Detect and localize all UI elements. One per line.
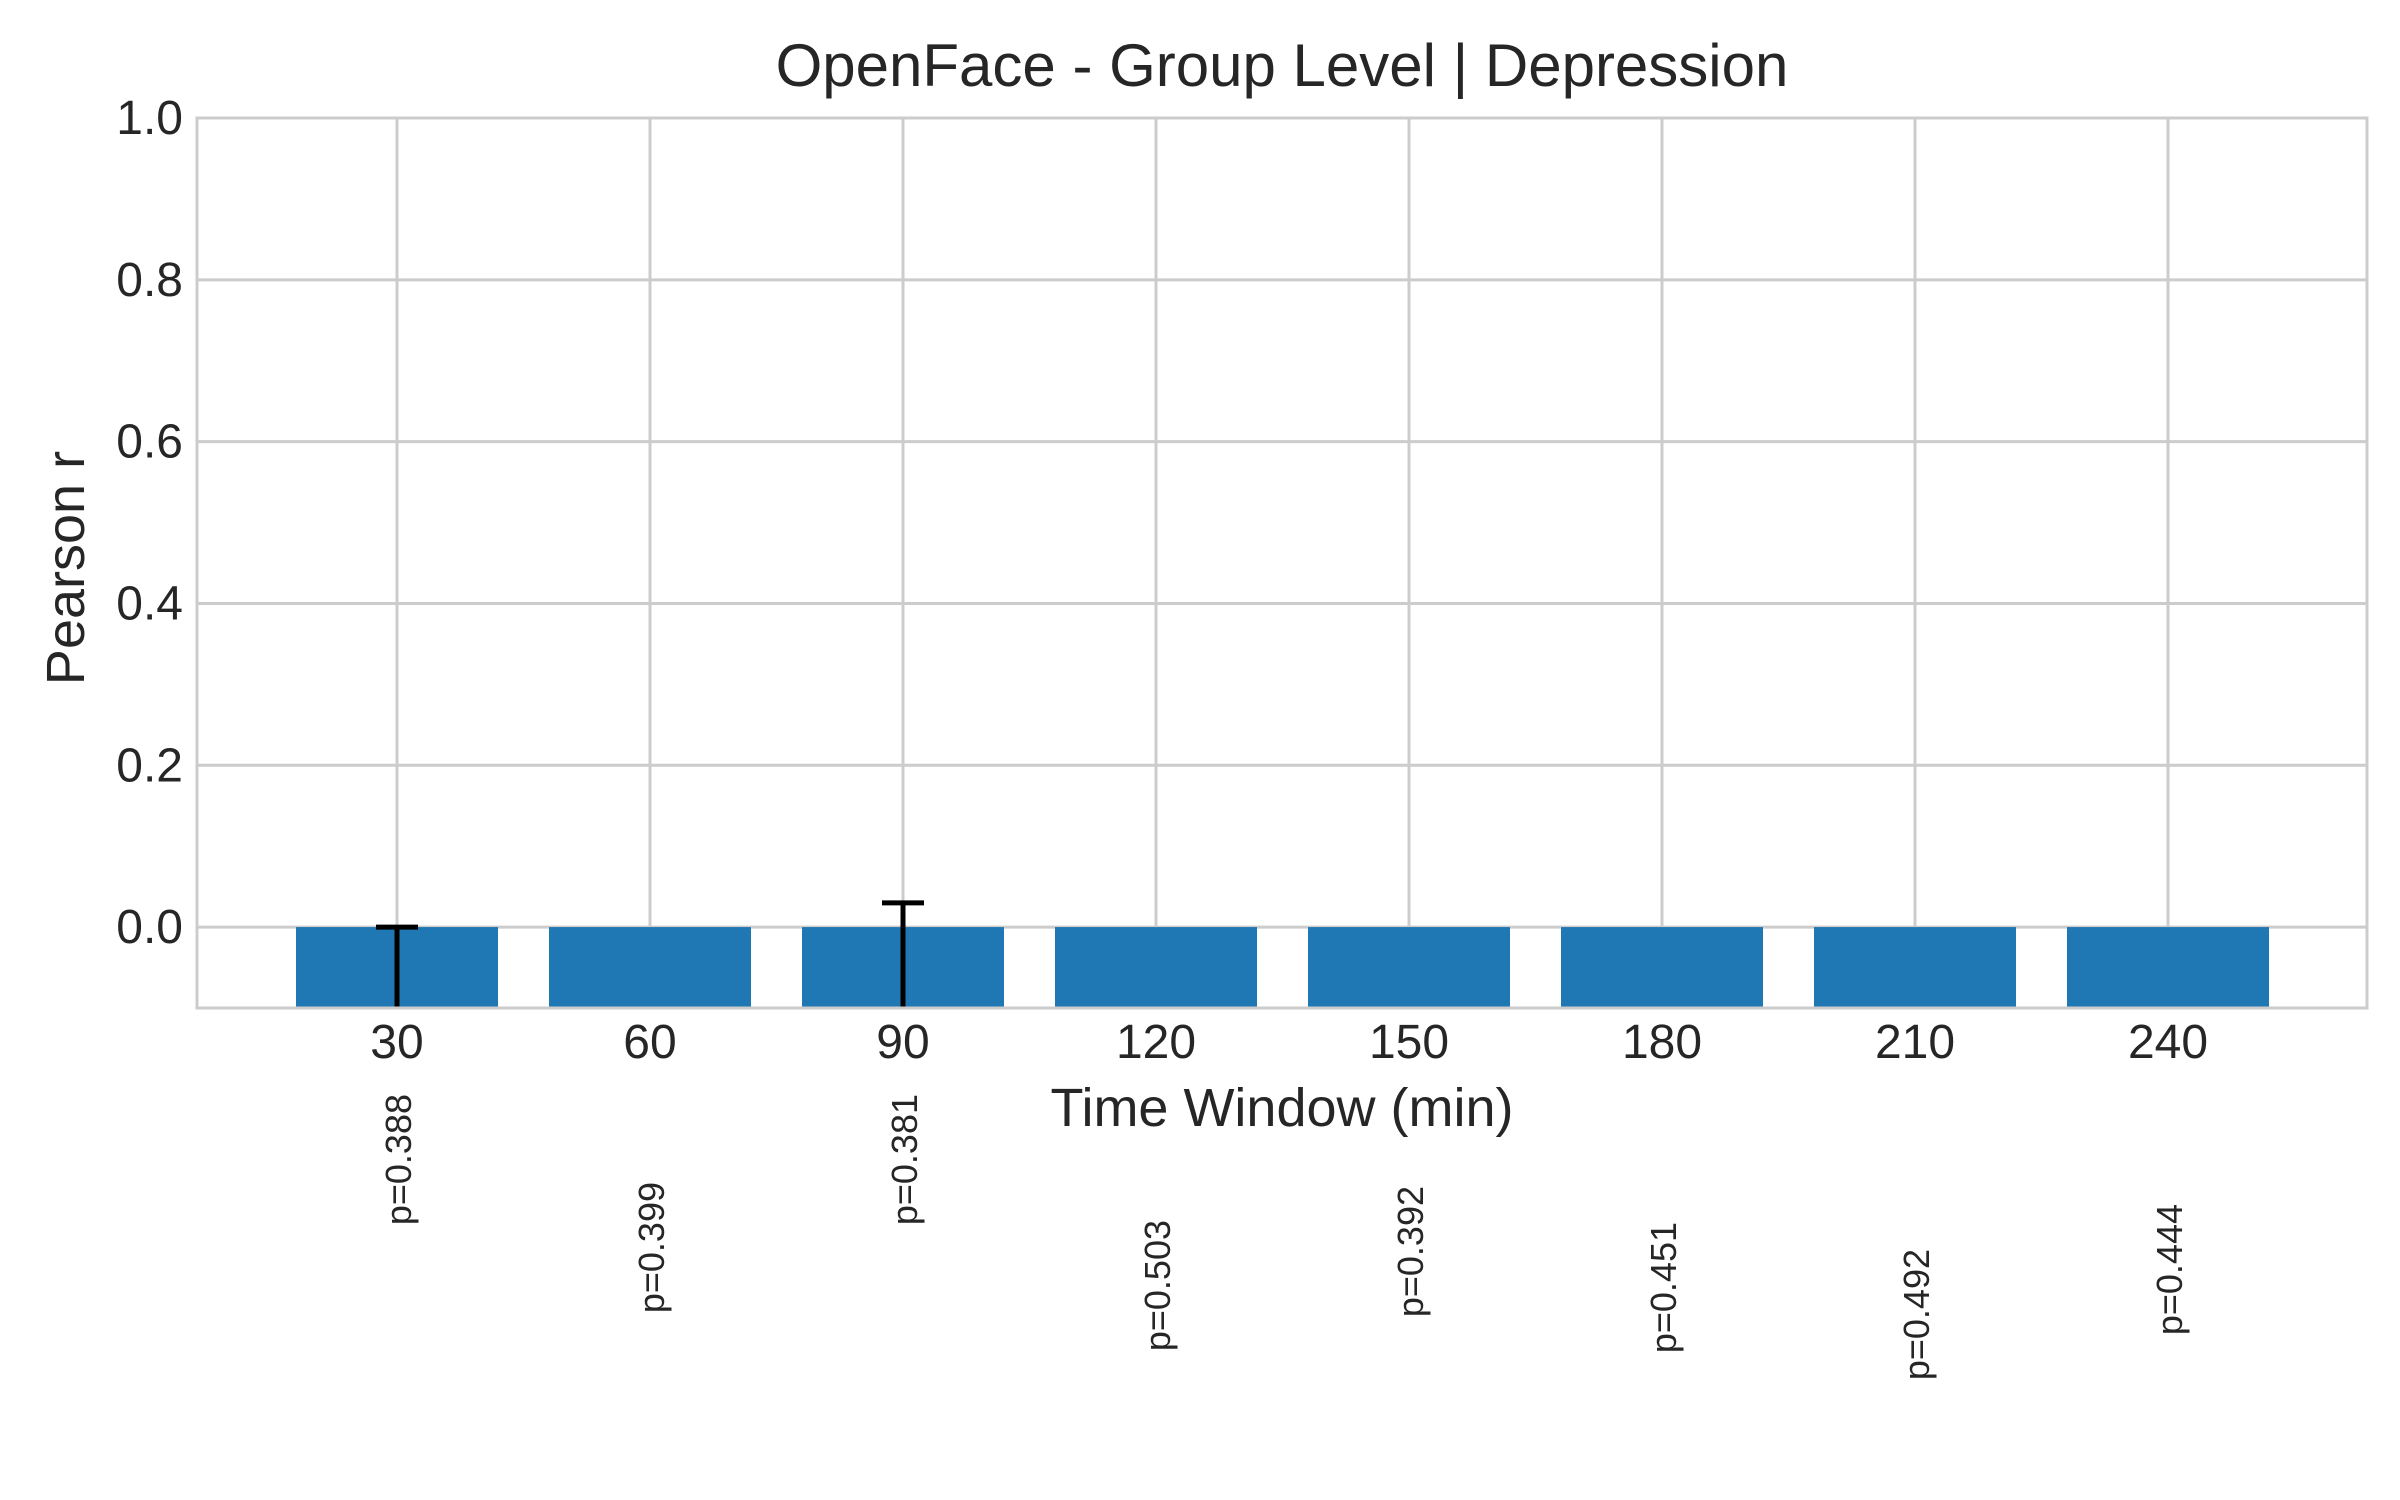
- x-tick-labels: 30 60 90 120 150 180 210 240: [370, 1016, 2208, 1069]
- bar-240: [2067, 927, 2269, 1008]
- bar-180: [1561, 927, 1763, 1008]
- bar-210: [1814, 927, 2016, 1008]
- p-value-label-210: p=0.492: [1896, 1249, 1937, 1380]
- x-tick-label-150: 150: [1369, 1016, 1449, 1069]
- y-tick-label: 0.0: [116, 901, 183, 954]
- y-tick-label: 0.4: [116, 577, 183, 630]
- plot-frame: [195, 116, 2369, 1010]
- y-axis-label: Pearson r: [36, 451, 96, 685]
- p-value-label-150: p=0.392: [1390, 1186, 1431, 1317]
- x-tick-label-210: 210: [1875, 1016, 1955, 1069]
- x-tick-label-60: 60: [623, 1016, 676, 1069]
- bar-150: [1308, 927, 1510, 1008]
- p-value-label-120: p=0.503: [1137, 1220, 1178, 1351]
- grid-lines: [197, 116, 2367, 1008]
- y-tick-labels: 0.0 0.2 0.4 0.6 0.8 1.0: [116, 92, 183, 954]
- y-tick-label: 0.8: [116, 254, 183, 307]
- x-tick-label-240: 240: [2128, 1016, 2208, 1069]
- p-value-label-90: p=0.381: [884, 1094, 925, 1225]
- bar-60: [549, 927, 751, 1008]
- y-tick-label: 1.0: [116, 92, 183, 145]
- y-tick-label: 0.6: [116, 416, 183, 469]
- p-value-label-30: p=0.388: [378, 1094, 419, 1225]
- p-value-label-60: p=0.399: [631, 1182, 672, 1313]
- p-value-labels: p=0.388 p=0.399 p=0.381 p=0.503 p=0.392 p=0.4…: [378, 1094, 2190, 1380]
- x-tick-label-120: 120: [1116, 1016, 1196, 1069]
- x-tick-label-30: 30: [370, 1016, 423, 1069]
- bar-120: [1055, 927, 1257, 1008]
- x-tick-label-90: 90: [876, 1016, 929, 1069]
- chart-title: OpenFace - Group Level | Depression: [776, 32, 1789, 99]
- p-value-label-180: p=0.451: [1643, 1222, 1684, 1353]
- x-axis-label: Time Window (min): [1050, 1078, 1513, 1138]
- error-bars: [376, 900, 924, 1008]
- bars: [296, 927, 2269, 1008]
- x-tick-label-180: 180: [1622, 1016, 1702, 1069]
- y-tick-label: 0.2: [116, 739, 183, 792]
- p-value-label-240: p=0.444: [2149, 1204, 2190, 1335]
